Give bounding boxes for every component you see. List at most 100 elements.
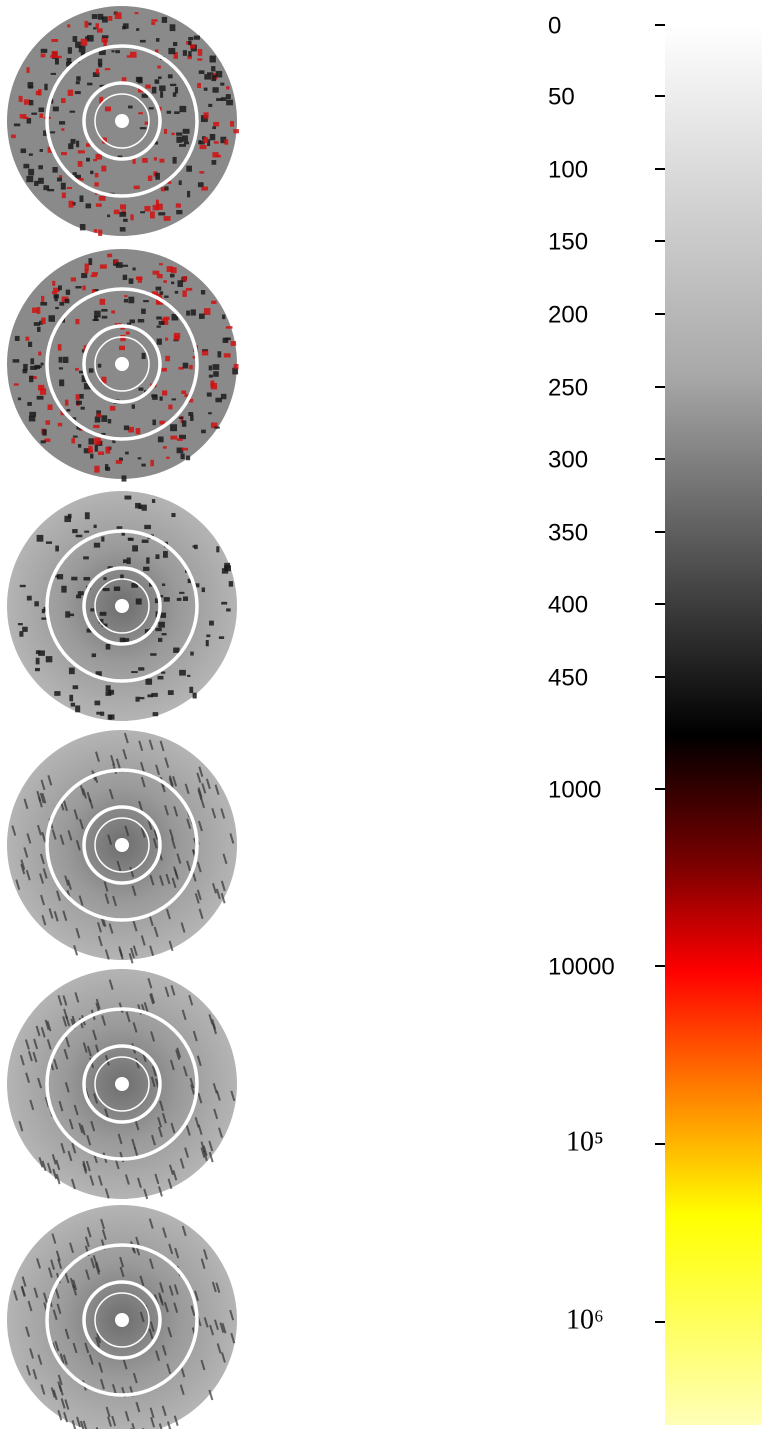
spot	[122, 1358, 128, 1370]
spot	[209, 620, 214, 626]
spot	[233, 129, 239, 134]
spot	[219, 1322, 225, 1333]
spot	[37, 326, 41, 332]
spot	[201, 350, 209, 356]
spot	[156, 316, 162, 320]
spot	[89, 1175, 95, 1186]
spot	[30, 358, 35, 365]
spot	[79, 1420, 85, 1429]
spot	[181, 1225, 187, 1237]
spot	[74, 91, 81, 95]
spot	[38, 650, 45, 656]
spot	[75, 394, 80, 400]
spot	[51, 829, 57, 840]
spot	[151, 291, 159, 298]
resolution-ring	[94, 817, 150, 873]
spot	[117, 1133, 123, 1145]
spot	[104, 1055, 110, 1066]
spot	[86, 1045, 92, 1057]
spot	[139, 696, 145, 700]
spot	[17, 397, 22, 401]
spot	[125, 1011, 131, 1023]
spot	[100, 1378, 105, 1390]
spot	[142, 157, 148, 163]
spot	[163, 216, 171, 221]
spot	[50, 72, 56, 75]
spot	[176, 132, 183, 136]
spot	[57, 995, 63, 1006]
spot	[161, 583, 166, 586]
spot	[66, 58, 72, 64]
spot	[63, 1008, 69, 1020]
spot	[66, 409, 71, 412]
spot	[186, 165, 192, 172]
spot	[75, 534, 83, 538]
spot	[121, 264, 129, 267]
spot	[187, 578, 192, 584]
spot	[208, 412, 212, 415]
spot	[137, 77, 143, 84]
spot	[43, 130, 50, 136]
spot	[39, 873, 45, 884]
spot	[23, 847, 29, 858]
spot	[13, 123, 21, 127]
spot	[165, 337, 169, 341]
spot	[154, 79, 160, 84]
spot	[190, 1084, 196, 1095]
spot	[92, 1029, 98, 1041]
spot	[24, 1039, 30, 1050]
spot	[212, 126, 217, 130]
spot	[179, 434, 186, 440]
spot	[26, 833, 32, 844]
spot	[166, 1363, 172, 1375]
spot	[66, 61, 72, 67]
spot	[209, 55, 216, 63]
spot	[222, 337, 229, 343]
spot	[88, 368, 94, 373]
spot	[101, 315, 108, 319]
spot	[156, 325, 161, 328]
spot	[146, 557, 150, 564]
spot	[51, 291, 58, 295]
spot	[173, 806, 179, 817]
spot	[93, 27, 97, 30]
spot	[178, 416, 184, 420]
spot	[94, 444, 98, 452]
spot	[124, 1174, 130, 1185]
spot	[160, 187, 166, 192]
spot	[230, 121, 234, 127]
spot	[173, 1302, 179, 1313]
spot	[190, 651, 194, 656]
spot	[164, 128, 168, 134]
spot	[78, 370, 83, 374]
diffraction-image	[7, 249, 239, 482]
spot	[167, 1326, 173, 1338]
spot	[42, 1292, 48, 1303]
spot	[176, 597, 182, 601]
spot	[163, 1301, 169, 1313]
spot	[171, 313, 179, 321]
spot	[181, 420, 187, 427]
spot	[17, 623, 23, 626]
spot	[38, 165, 43, 170]
spot	[230, 1332, 236, 1344]
resolution-ring	[82, 1044, 162, 1124]
spot	[94, 437, 101, 445]
spot	[53, 911, 59, 922]
spot	[137, 87, 144, 93]
spot	[171, 838, 177, 849]
spot	[51, 1154, 57, 1165]
spot	[141, 539, 149, 543]
spot	[41, 317, 46, 325]
beam-stop	[115, 1077, 129, 1091]
spot	[139, 1311, 145, 1323]
spot	[115, 262, 123, 268]
spot	[20, 1285, 26, 1297]
spot	[165, 873, 171, 885]
spot	[189, 1077, 195, 1089]
spot	[23, 798, 29, 810]
spot	[69, 613, 75, 617]
spot	[25, 1072, 31, 1083]
spot	[129, 319, 135, 324]
spot	[78, 895, 84, 906]
